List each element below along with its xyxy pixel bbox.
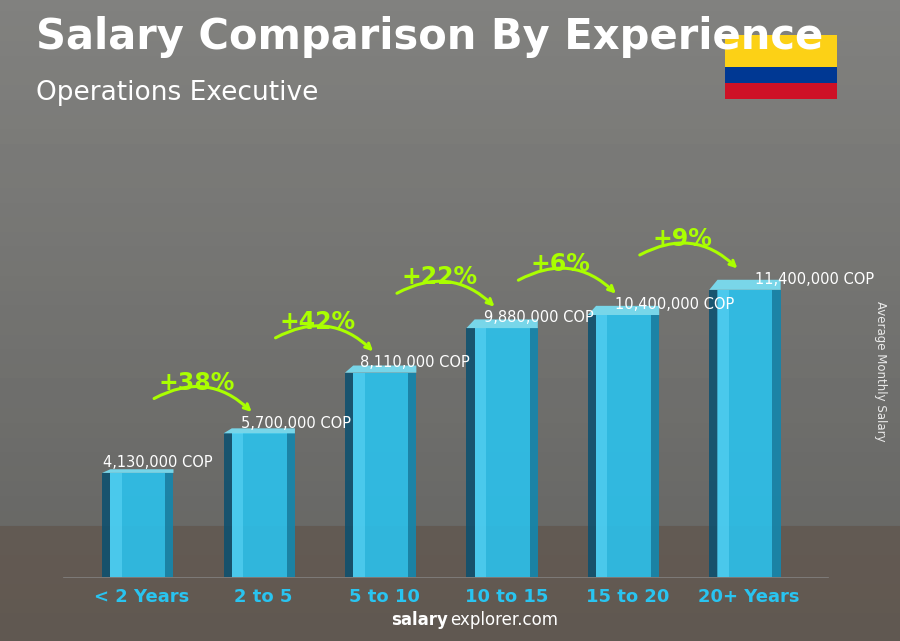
Bar — [287, 433, 295, 577]
Text: 11,400,000 COP: 11,400,000 COP — [755, 272, 874, 287]
Bar — [232, 433, 243, 577]
Bar — [724, 35, 837, 67]
Bar — [724, 83, 837, 99]
Text: +42%: +42% — [280, 310, 356, 334]
Bar — [709, 290, 717, 577]
Bar — [345, 372, 353, 577]
Text: Operations Executive: Operations Executive — [36, 80, 319, 106]
Bar — [466, 328, 474, 577]
Bar — [353, 372, 417, 577]
Bar — [772, 290, 780, 577]
Polygon shape — [102, 469, 174, 473]
Text: Salary Comparison By Experience: Salary Comparison By Experience — [36, 16, 824, 58]
Bar — [353, 372, 364, 577]
Bar — [596, 315, 608, 577]
Text: +22%: +22% — [401, 265, 478, 289]
Bar — [408, 372, 417, 577]
Text: 4,130,000 COP: 4,130,000 COP — [104, 455, 212, 470]
Text: explorer.com: explorer.com — [450, 612, 558, 629]
Bar — [474, 328, 538, 577]
Bar — [111, 473, 122, 577]
Bar — [717, 290, 729, 577]
Polygon shape — [345, 365, 417, 372]
Bar — [474, 328, 486, 577]
Bar — [529, 328, 538, 577]
Text: +38%: +38% — [158, 370, 235, 395]
Text: Average Monthly Salary: Average Monthly Salary — [874, 301, 886, 442]
Polygon shape — [466, 319, 538, 328]
Text: +9%: +9% — [652, 227, 712, 251]
Polygon shape — [709, 279, 780, 290]
Text: 10,400,000 COP: 10,400,000 COP — [616, 297, 734, 312]
Bar — [111, 473, 174, 577]
Text: +6%: +6% — [531, 252, 590, 276]
Text: 8,110,000 COP: 8,110,000 COP — [361, 355, 470, 370]
Bar — [232, 433, 295, 577]
Text: 9,880,000 COP: 9,880,000 COP — [484, 310, 594, 325]
Polygon shape — [223, 428, 295, 433]
Text: salary: salary — [392, 612, 448, 629]
Bar — [102, 473, 111, 577]
Bar — [596, 315, 659, 577]
Bar — [717, 290, 780, 577]
Polygon shape — [588, 306, 659, 315]
Bar — [651, 315, 659, 577]
Bar — [223, 433, 232, 577]
Text: 5,700,000 COP: 5,700,000 COP — [241, 415, 352, 431]
Bar — [588, 315, 596, 577]
Bar — [0, 526, 900, 641]
Bar — [166, 473, 174, 577]
Bar — [724, 67, 837, 83]
